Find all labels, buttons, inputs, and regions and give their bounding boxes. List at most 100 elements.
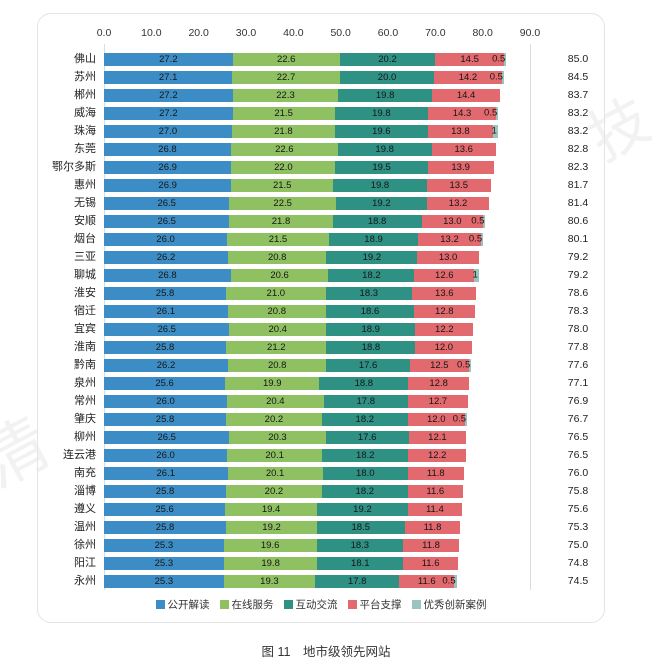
stacked-bar: 25.3 19.3 17.8 11.6 0.5 — [104, 574, 530, 588]
stacked-bar: 25.8 19.2 18.5 11.8 — [104, 520, 530, 534]
table-row: 淮南 25.8 21.2 18.8 12.0 77.8 — [38, 338, 604, 356]
stacked-bar: 26.0 20.4 17.8 12.7 — [104, 394, 530, 408]
legend-color-chip — [347, 600, 357, 609]
bar-segment-1: 25.6 — [104, 376, 226, 390]
bar-segment-3: 19.8 — [337, 142, 432, 156]
bar-segment-2: 20.8 — [228, 358, 327, 372]
bar-segment-value: 18.3 — [359, 287, 379, 299]
x-axis-tick-label: 30.0 — [235, 27, 257, 39]
bar-segment-value: 20.8 — [267, 359, 287, 371]
bar-segment-2: 19.6 — [223, 538, 317, 552]
bar-total-value: 75.3 — [567, 521, 589, 533]
category-label: 东莞 — [74, 143, 96, 155]
bar-segment-value: 27.2 — [159, 53, 178, 65]
bar-segment-4: 11.8 — [407, 466, 464, 480]
bar-segment-value: 13.2 — [448, 197, 468, 209]
stacked-bar: 26.8 20.6 18.2 12.6 1 — [104, 268, 530, 282]
table-row: 徐州 25.3 19.6 18.3 11.8 75.0 — [38, 536, 604, 554]
bar-segment-value: 13.0 — [438, 251, 458, 263]
bar-segment-4: 13.0 — [421, 214, 484, 228]
bar-segment-3: 19.2 — [316, 502, 408, 516]
bar-segment-value: 22.6 — [275, 143, 294, 155]
legend-color-chip — [411, 600, 421, 609]
bar-segment-2: 20.1 — [227, 466, 323, 480]
bar-segment-value: 26.0 — [156, 449, 175, 461]
bar-segment-5: 0.5 — [469, 232, 484, 246]
bar-segment-value: 21.5 — [274, 107, 293, 119]
bar-segment-value: 21.2 — [267, 341, 286, 353]
category-label: 淄博 — [74, 485, 96, 497]
bar-segment-value: 19.2 — [362, 251, 382, 263]
bar-segment-value: 25.3 — [154, 557, 174, 569]
bar-segment-value: 0.5 — [457, 359, 471, 371]
bar-segment-1: 26.5 — [104, 196, 230, 210]
bar-segment-value: 22.5 — [273, 197, 292, 209]
bar-segment-value: 18.0 — [356, 467, 375, 479]
bar-segment-value: 17.8 — [347, 575, 367, 587]
stacked-bar: 25.3 19.6 18.3 11.8 — [104, 538, 530, 552]
bar-segment-2: 21.5 — [227, 232, 329, 246]
x-axis: 0.0 10.0 20.0 30.0 40.0 50.0 60.0 70.0 80.0 90.0 — [97, 27, 541, 41]
bar-segment-2: 22.0 — [231, 160, 336, 174]
bar-segment-5: 0.5 — [442, 574, 457, 588]
bar-segment-value: 17.6 — [358, 359, 378, 371]
bar-segment-value: 19.4 — [261, 503, 281, 515]
bar-segment-value: 1 — [491, 125, 497, 137]
bar-segment-4: 12.8 — [414, 304, 475, 318]
bar-segment-4: 13.6 — [412, 286, 477, 300]
category-label: 宿迁 — [74, 305, 96, 317]
bar-segment-1: 27.2 — [104, 106, 233, 120]
bar-segment-2: 20.2 — [226, 412, 322, 426]
chart-card: 0.0 10.0 20.0 30.0 40.0 50.0 60.0 70.0 80.0 90.0 … — [37, 13, 605, 623]
bar-segment-value: 27.2 — [159, 89, 178, 101]
bar-segment-1: 26.0 — [104, 448, 228, 462]
bar-segment-4: 13.0 — [417, 250, 479, 264]
bar-segment-value: 26.0 — [156, 233, 175, 245]
legend-item: 优秀创新案例 — [411, 597, 487, 612]
bar-segment-4: 12.2 — [408, 448, 467, 462]
bar-total-value: 80.6 — [567, 215, 589, 227]
bar-segment-4: 11.6 — [407, 484, 463, 498]
x-axis-tick-label: 90.0 — [519, 27, 541, 39]
bar-segment-2: 19.9 — [225, 376, 320, 390]
figure-caption: 图 11 地市级领先网站 — [261, 645, 391, 659]
category-label: 永州 — [74, 575, 96, 587]
bar-total-value: 74.5 — [567, 575, 589, 587]
bar-segment-value: 14.4 — [456, 89, 476, 101]
bar-segment-2: 20.8 — [227, 304, 326, 318]
bar-total-value: 76.5 — [567, 449, 589, 461]
category-label: 柳州 — [74, 431, 96, 443]
bar-segment-value: 26.5 — [157, 197, 176, 209]
category-label: 温州 — [74, 521, 96, 533]
bar-segment-5: 1 — [491, 124, 498, 138]
bar-segment-1: 25.6 — [104, 502, 226, 516]
bar-segment-value: 21.8 — [274, 125, 293, 137]
bar-segment-value: 25.8 — [155, 521, 175, 533]
bar-segment-value: 12.7 — [428, 395, 448, 407]
bar-segment-value: 27.2 — [159, 107, 178, 119]
table-row: 东莞 26.8 22.6 19.8 13.6 82.8 — [38, 140, 604, 158]
bar-segment-value: 26.8 — [158, 269, 177, 281]
bar-segment-value: 12.0 — [427, 413, 446, 425]
bar-segment-2: 19.4 — [225, 502, 317, 516]
legend-label: 公开解读 — [167, 599, 210, 611]
bar-segment-value: 20.1 — [265, 467, 285, 479]
bar-segment-value: 26.5 — [157, 323, 176, 335]
bar-segment-value: 12.8 — [429, 377, 448, 389]
bar-segment-value: 11.6 — [417, 575, 436, 587]
stacked-bar: 25.8 21.0 18.3 13.6 — [104, 286, 530, 300]
bar-segment-5: 0.5 — [490, 70, 504, 84]
table-row: 常州 26.0 20.4 17.8 12.7 76.9 — [38, 392, 604, 410]
bar-segment-3: 18.9 — [325, 322, 416, 336]
legend-item: 在线服务 — [219, 597, 274, 612]
stacked-bar: 25.8 20.2 18.2 11.6 — [104, 484, 530, 498]
bar-segment-4: 13.5 — [426, 178, 491, 192]
stacked-bar: 25.8 21.2 18.8 12.0 — [104, 340, 530, 354]
bar-segment-value: 0.5 — [442, 575, 456, 587]
table-row: 遵义 25.6 19.4 19.2 11.4 75.6 — [38, 500, 604, 518]
bar-segment-value: 19.6 — [260, 539, 280, 551]
category-label: 惠州 — [74, 179, 96, 191]
bar-segment-value: 19.8 — [375, 89, 395, 101]
category-label: 肇庆 — [74, 413, 96, 425]
legend-color-chip — [283, 600, 293, 609]
